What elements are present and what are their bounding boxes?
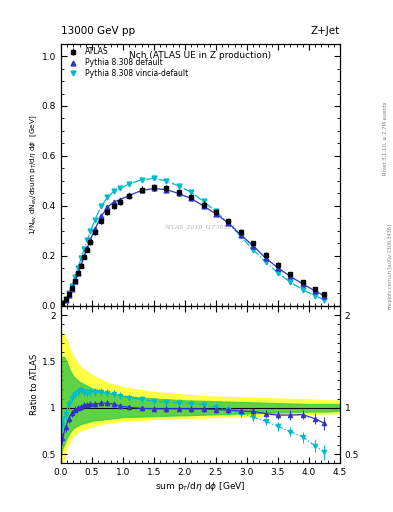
Pythia 8.308 default <box>201 203 206 209</box>
Pythia 8.308 vincia-default <box>322 296 327 303</box>
Pythia 8.308 vincia-default <box>60 301 65 307</box>
Pythia 8.308 default <box>189 196 193 202</box>
Pythia 8.308 vincia-default <box>263 259 268 265</box>
Pythia 8.308 vincia-default <box>85 238 90 244</box>
Pythia 8.308 vincia-default <box>164 178 169 184</box>
Pythia 8.308 vincia-default <box>66 290 71 296</box>
Pythia 8.308 vincia-default <box>82 246 86 252</box>
Pythia 8.308 default <box>66 292 71 298</box>
Pythia 8.308 vincia-default <box>139 177 144 183</box>
Pythia 8.308 vincia-default <box>70 283 74 289</box>
Text: 13000 GeV pp: 13000 GeV pp <box>61 26 135 36</box>
Text: mcplots.cern.ch [arXiv:1306.3436]: mcplots.cern.ch [arXiv:1306.3436] <box>388 224 393 309</box>
Pythia 8.308 default <box>118 197 122 203</box>
Text: Nch (ATLAS UE in Z production): Nch (ATLAS UE in Z production) <box>129 51 272 60</box>
Pythia 8.308 default <box>226 220 231 226</box>
Pythia 8.308 default <box>213 211 218 217</box>
Pythia 8.308 vincia-default <box>79 255 83 262</box>
Pythia 8.308 default <box>313 288 318 294</box>
Pythia 8.308 default <box>73 279 77 285</box>
Pythia 8.308 default <box>263 255 268 261</box>
Pythia 8.308 vincia-default <box>93 217 97 223</box>
Pythia 8.308 default <box>164 187 169 193</box>
Pythia 8.308 vincia-default <box>275 270 280 276</box>
Pythia 8.308 default <box>288 273 293 280</box>
Y-axis label: Ratio to ATLAS: Ratio to ATLAS <box>30 354 39 415</box>
Pythia 8.308 vincia-default <box>73 274 77 280</box>
Pythia 8.308 default <box>82 253 86 259</box>
Pythia 8.308 default <box>139 187 144 194</box>
Pythia 8.308 default <box>93 226 97 232</box>
Text: Rivet 3.1.10, ≥ 2.7M events: Rivet 3.1.10, ≥ 2.7M events <box>383 101 387 175</box>
Pythia 8.308 vincia-default <box>152 176 156 182</box>
Pythia 8.308 vincia-default <box>176 183 181 189</box>
Pythia 8.308 vincia-default <box>127 181 132 187</box>
Pythia 8.308 default <box>152 185 156 191</box>
Pythia 8.308 default <box>275 265 280 271</box>
Pythia 8.308 vincia-default <box>99 203 104 209</box>
Pythia 8.308 default <box>70 286 74 292</box>
Text: ATLAS_2019_I1736531: ATLAS_2019_I1736531 <box>165 224 236 230</box>
Pythia 8.308 default <box>127 193 132 199</box>
Pythia 8.308 vincia-default <box>88 228 93 234</box>
Pythia 8.308 default <box>99 214 104 220</box>
Y-axis label: 1/N$_{ev}$ dN$_{ev}$/dsum p$_T$/d$\eta$ d$\phi$  [GeV]: 1/N$_{ev}$ dN$_{ev}$/dsum p$_T$/d$\eta$ … <box>28 115 39 235</box>
Pythia 8.308 vincia-default <box>75 265 80 271</box>
Legend: ATLAS, Pythia 8.308 default, Pythia 8.308 vincia-default: ATLAS, Pythia 8.308 default, Pythia 8.30… <box>63 46 189 80</box>
Pythia 8.308 vincia-default <box>288 279 293 285</box>
Pythia 8.308 vincia-default <box>189 189 193 195</box>
Pythia 8.308 default <box>239 231 243 238</box>
Text: Z+Jet: Z+Jet <box>311 26 340 36</box>
Pythia 8.308 vincia-default <box>239 233 243 240</box>
Pythia 8.308 vincia-default <box>63 296 68 303</box>
Pythia 8.308 default <box>75 270 80 276</box>
Pythia 8.308 default <box>111 199 116 205</box>
Pythia 8.308 vincia-default <box>213 208 218 215</box>
Pythia 8.308 default <box>176 190 181 197</box>
Pythia 8.308 default <box>63 297 68 304</box>
Pythia 8.308 vincia-default <box>251 247 255 253</box>
X-axis label: sum p$_T$/d$\eta$ d$\phi$ [GeV]: sum p$_T$/d$\eta$ d$\phi$ [GeV] <box>155 480 246 493</box>
Pythia 8.308 vincia-default <box>111 188 116 195</box>
Pythia 8.308 default <box>79 262 83 268</box>
Pythia 8.308 vincia-default <box>118 185 122 191</box>
Pythia 8.308 default <box>105 204 110 210</box>
Pythia 8.308 vincia-default <box>226 220 231 226</box>
Pythia 8.308 default <box>322 293 327 299</box>
Line: Pythia 8.308 default: Pythia 8.308 default <box>60 186 327 306</box>
Pythia 8.308 default <box>60 301 65 307</box>
Line: Pythia 8.308 vincia-default: Pythia 8.308 vincia-default <box>60 176 327 306</box>
Pythia 8.308 vincia-default <box>105 194 110 200</box>
Pythia 8.308 default <box>85 245 90 251</box>
Pythia 8.308 default <box>251 243 255 249</box>
Pythia 8.308 vincia-default <box>201 198 206 204</box>
Pythia 8.308 vincia-default <box>313 293 318 299</box>
Pythia 8.308 vincia-default <box>300 287 305 293</box>
Pythia 8.308 default <box>88 237 93 243</box>
Pythia 8.308 default <box>300 281 305 287</box>
